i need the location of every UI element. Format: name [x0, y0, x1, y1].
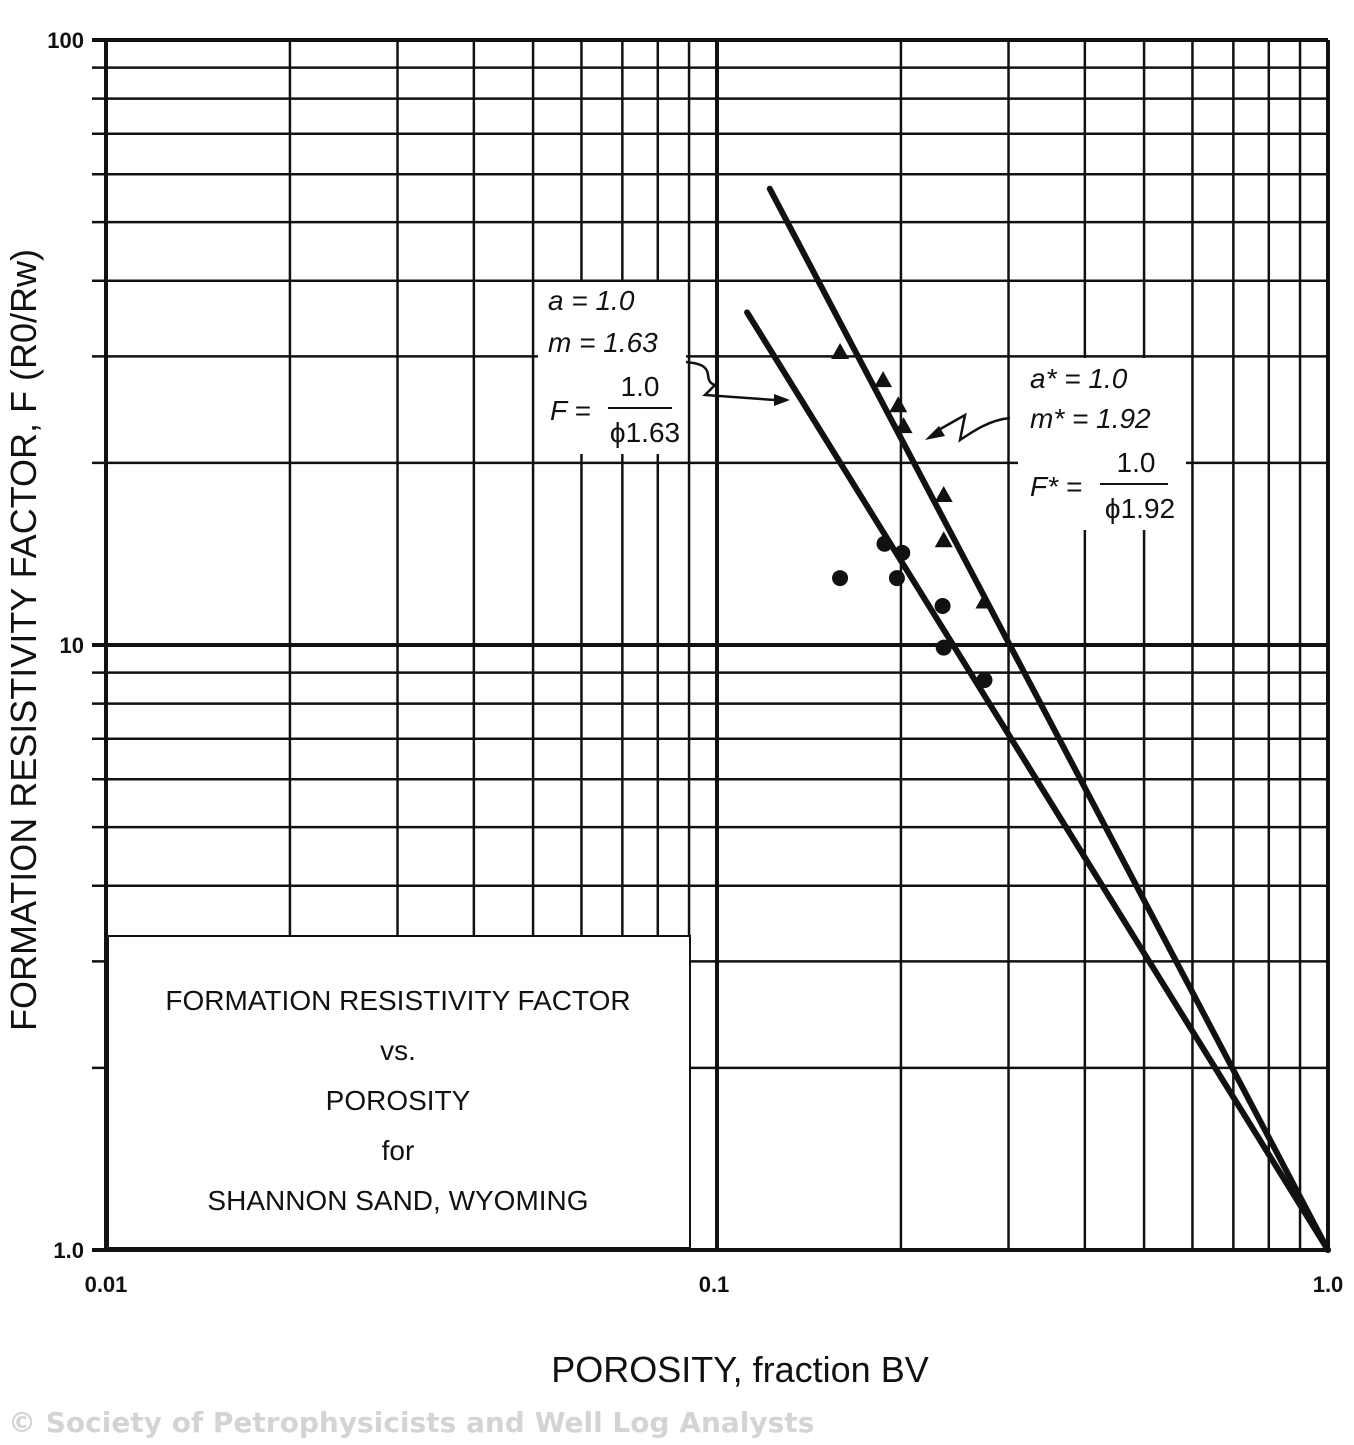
data-point-circle: [976, 672, 993, 689]
fit-lines: [744, 185, 1331, 1253]
annotation-m192: a* = 1.0 m* = 1.92 F* = 1.0 ϕ1.92: [925, 358, 1186, 530]
ann2-F: F* =: [1030, 471, 1082, 502]
title-line-4: for: [382, 1135, 415, 1166]
x-tick-0: 0.01: [85, 1272, 128, 1297]
data-point-circle: [894, 544, 911, 561]
ann2-a: a* = 1.0: [1030, 363, 1128, 394]
y-tick-0: 1.0: [53, 1238, 84, 1263]
x-tick-1: 0.1: [699, 1272, 730, 1297]
title-box: FORMATION RESISTIVITY FACTOR vs. POROSIT…: [107, 935, 691, 1249]
data-point-circle: [888, 570, 905, 587]
title-line-2: vs.: [380, 1035, 416, 1066]
ann1-F: F =: [550, 395, 591, 426]
ann2-den: ϕ1.92: [1105, 493, 1175, 524]
y-tick-1: 10: [60, 633, 84, 658]
y-axis-label: FORMATION RESISTIVITY FACTOR, F (R0/Rw): [3, 249, 44, 1031]
ann1-m: m = 1.63: [548, 327, 658, 358]
title-line-1: FORMATION RESISTIVITY FACTOR: [165, 985, 630, 1016]
fit-line-m1.63: [744, 309, 1331, 1253]
data-point-triangle: [889, 396, 908, 413]
annotation-m163: a = 1.0 m = 1.63 F = 1.0 ϕ1.63: [538, 282, 790, 454]
data-point-triangle: [831, 342, 850, 359]
data-point-circle: [876, 535, 893, 552]
fit-line-m1.92: [766, 185, 1331, 1253]
grid: [92, 38, 1330, 1252]
x-tick-2: 1.0: [1313, 1272, 1344, 1297]
data-point-circle: [934, 598, 951, 615]
data-point-triangle: [934, 531, 953, 548]
y-tick-2: 100: [47, 28, 84, 53]
data-point-triangle: [934, 485, 953, 502]
ann1-den: ϕ1.63: [610, 417, 680, 448]
ann1-a: a = 1.0: [548, 285, 635, 316]
ann2-m: m* = 1.92: [1030, 403, 1151, 434]
ann2-num: 1.0: [1117, 447, 1156, 478]
watermark: © Society of Petrophysicists and Well Lo…: [8, 1406, 814, 1439]
data-points: [831, 342, 994, 689]
data-point-triangle: [874, 371, 893, 388]
tick-labels: 0.01 0.1 1.0 1.0 10 100: [47, 28, 1343, 1297]
ann1-num: 1.0: [621, 371, 660, 402]
data-point-circle: [832, 570, 849, 587]
data-point-triangle: [894, 417, 913, 434]
data-point-circle: [935, 639, 952, 656]
data-point-triangle: [975, 592, 994, 609]
title-line-5: SHANNON SAND, WYOMING: [207, 1185, 588, 1216]
x-axis-label: POROSITY, fraction BV: [551, 1349, 928, 1390]
title-line-3: POROSITY: [326, 1085, 471, 1116]
